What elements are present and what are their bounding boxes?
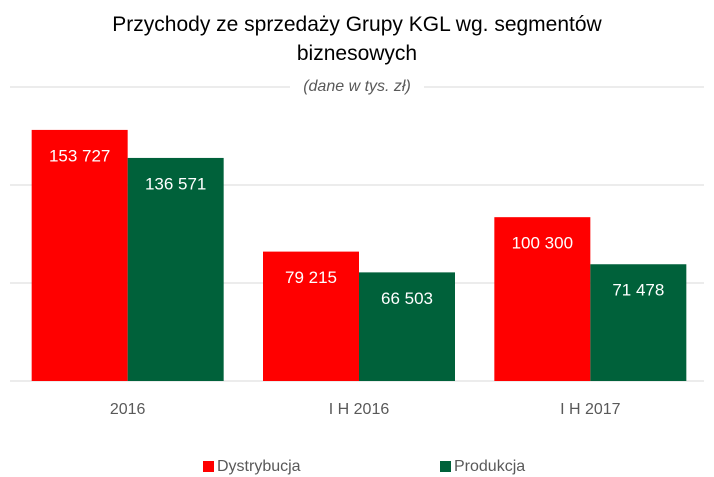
bar: [127, 157, 224, 381]
bar: [359, 272, 455, 381]
x-tick-label: 2016: [110, 401, 146, 418]
x-tick-label: I H 2016: [329, 401, 390, 418]
x-tick-label: I H 2017: [560, 401, 621, 418]
legend-label: Dystrybucja: [217, 458, 301, 475]
chart-subtitle: (dane w tys. zł): [290, 78, 424, 96]
data-label: 153 727: [49, 146, 110, 165]
bar: [263, 251, 359, 381]
data-label: 136 571: [145, 174, 206, 193]
legend-label: Produkcja: [454, 458, 525, 475]
bar: [590, 264, 687, 381]
data-label: 66 503: [381, 289, 433, 308]
legend-swatch: [440, 461, 451, 472]
bar: [31, 129, 128, 381]
data-label: 79 215: [285, 268, 337, 287]
chart-title: Przychody ze sprzedaży Grupy KGL wg. seg…: [112, 13, 602, 65]
bar: [494, 217, 591, 381]
legend-swatch: [203, 461, 214, 472]
data-label: 71 478: [612, 281, 664, 300]
data-label: 100 300: [512, 234, 573, 253]
